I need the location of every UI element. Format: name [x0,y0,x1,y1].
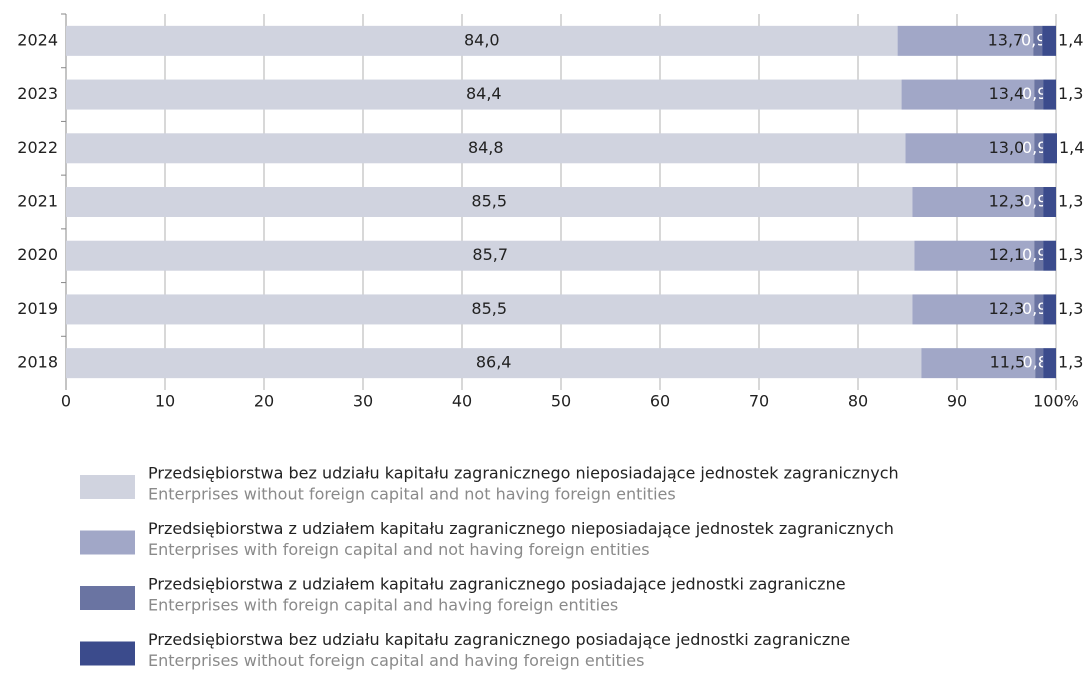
bar-segment [66,187,913,217]
x-tick-label: 50 [551,392,571,411]
bar-segment [901,79,1035,110]
bar-segment [1043,133,1057,164]
bar-segment [1034,133,1044,164]
bar-segment [66,79,902,110]
x-tick-label: 60 [650,392,670,411]
value-label: 0,8 [1022,353,1047,372]
x-tick-label: 70 [749,392,769,411]
legend-label-en: Enterprises with foreign capital and not… [148,540,650,559]
bar-segment [66,133,906,164]
legend-label: Przedsiębiorstwa z udziałem kapitału zag… [148,519,894,538]
bar-segment [66,240,915,271]
bar-segment [912,187,1035,217]
value-label: 0,9 [1022,299,1047,318]
bar-segment [1034,187,1044,217]
value-label: 1,3 [1058,84,1083,103]
x-tick-label: 40 [452,392,472,411]
y-tick-label: 2019 [17,299,58,318]
value-label: 0,9 [1022,138,1047,157]
x-tick-label: 100% [1033,392,1079,411]
legend-label: Przedsiębiorstwa bez udziału kapitału za… [148,630,850,649]
bar-segment [1043,79,1056,110]
value-label: 85,5 [471,299,507,318]
value-label: 85,5 [471,192,507,211]
value-label: 0,9 [1022,192,1047,211]
value-label: 0,9 [1022,245,1047,264]
legend-label-en: Enterprises without foreign capital and … [148,651,644,670]
legend-swatch [80,530,135,555]
legend-label-en: Enterprises with foreign capital and hav… [148,596,618,615]
legend-label: Przedsiębiorstwa z udziałem kapitału zag… [148,575,846,594]
value-label: 1,4 [1059,138,1084,157]
value-label: 84,4 [466,84,502,103]
bar-segment [912,294,1035,325]
x-tick-label: 0 [61,392,71,411]
value-label: 12,1 [989,245,1025,264]
bar-segment [66,294,913,325]
legend-swatch [80,641,135,666]
value-label: 13,4 [989,84,1025,103]
x-tick-label: 90 [947,392,967,411]
x-tick-label: 20 [254,392,274,411]
value-label: 11,5 [990,353,1026,372]
value-label: 1,3 [1058,192,1083,211]
value-label: 1,4 [1058,30,1083,49]
value-label: 12,3 [989,299,1025,318]
bar-segment [1033,25,1043,56]
bar-segment [905,133,1035,164]
x-tick-label: 80 [848,392,868,411]
value-label: 0,9 [1022,84,1047,103]
y-tick-label: 2022 [17,138,58,157]
value-label: 13,0 [989,138,1025,157]
bar-segment [1043,294,1056,325]
value-label: 0,9 [1021,30,1046,49]
y-tick-label: 2018 [17,353,58,372]
bar-segment [1042,25,1056,56]
bar-segment [921,348,1036,379]
y-tick-label: 2023 [17,84,58,103]
bar-segment [1043,240,1056,271]
bar-segment [1043,187,1056,217]
value-label: 1,3 [1058,299,1083,318]
y-tick-label: 2020 [17,245,58,264]
value-label: 86,4 [476,353,512,372]
legend-label: Przedsiębiorstwa bez udziału kapitału za… [148,464,899,483]
legend-swatch [80,586,135,610]
bar-segment [914,240,1035,271]
value-label: 84,8 [468,138,504,157]
legend-label-en: Enterprises without foreign capital and … [148,485,676,504]
bar-segment [1034,294,1044,325]
bar-segment [1034,240,1044,271]
value-label: 1,3 [1058,245,1083,264]
value-label: 13,7 [988,30,1024,49]
bar-segment [1035,348,1044,379]
bar-segment [1043,348,1056,379]
value-label: 1,3 [1058,353,1083,372]
bar-segment [897,25,1034,56]
bar-segment [1034,79,1044,110]
bar-segment [66,348,922,379]
legend-swatch [80,475,135,499]
value-label: 84,0 [464,30,500,49]
x-tick-label: 10 [155,392,175,411]
value-label: 12,3 [989,192,1025,211]
y-tick-label: 2021 [17,192,58,211]
y-tick-label: 2024 [17,30,58,49]
x-tick-label: 30 [353,392,373,411]
bar-segment [66,25,898,56]
value-label: 85,7 [472,245,508,264]
